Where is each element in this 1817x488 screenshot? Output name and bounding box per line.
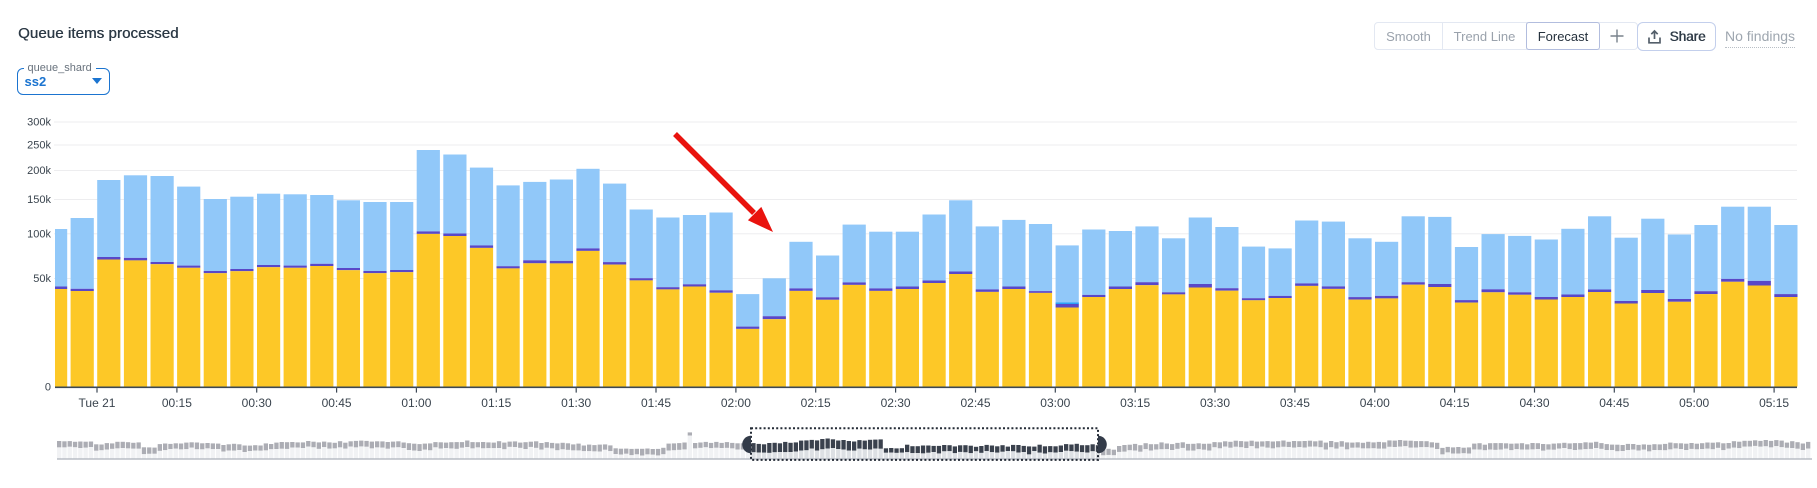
svg-text:50k: 50k: [33, 273, 51, 285]
svg-text:0: 0: [45, 382, 51, 394]
svg-text:00:45: 00:45: [322, 396, 352, 410]
svg-text:04:30: 04:30: [1519, 396, 1549, 410]
svg-text:300k: 300k: [27, 117, 51, 129]
svg-text:00:15: 00:15: [162, 396, 192, 410]
svg-text:150k: 150k: [27, 194, 51, 206]
svg-text:03:00: 03:00: [1040, 396, 1070, 410]
svg-text:100k: 100k: [27, 228, 51, 240]
svg-text:01:15: 01:15: [481, 396, 511, 410]
svg-text:03:30: 03:30: [1200, 396, 1230, 410]
svg-text:04:45: 04:45: [1599, 396, 1629, 410]
svg-text:02:15: 02:15: [801, 396, 831, 410]
svg-text:04:00: 04:00: [1360, 396, 1390, 410]
svg-text:Tue 21: Tue 21: [79, 396, 116, 410]
svg-text:03:15: 03:15: [1120, 396, 1150, 410]
svg-text:05:15: 05:15: [1759, 396, 1789, 410]
svg-text:00:30: 00:30: [242, 396, 272, 410]
svg-text:04:15: 04:15: [1440, 396, 1470, 410]
svg-text:02:30: 02:30: [881, 396, 911, 410]
svg-text:01:30: 01:30: [561, 396, 591, 410]
svg-text:05:00: 05:00: [1679, 396, 1709, 410]
svg-text:01:45: 01:45: [641, 396, 671, 410]
svg-text:01:00: 01:00: [401, 396, 431, 410]
svg-text:200k: 200k: [27, 165, 51, 177]
svg-text:02:45: 02:45: [960, 396, 990, 410]
svg-text:250k: 250k: [27, 140, 51, 152]
svg-text:02:00: 02:00: [721, 396, 751, 410]
svg-text:03:45: 03:45: [1280, 396, 1310, 410]
